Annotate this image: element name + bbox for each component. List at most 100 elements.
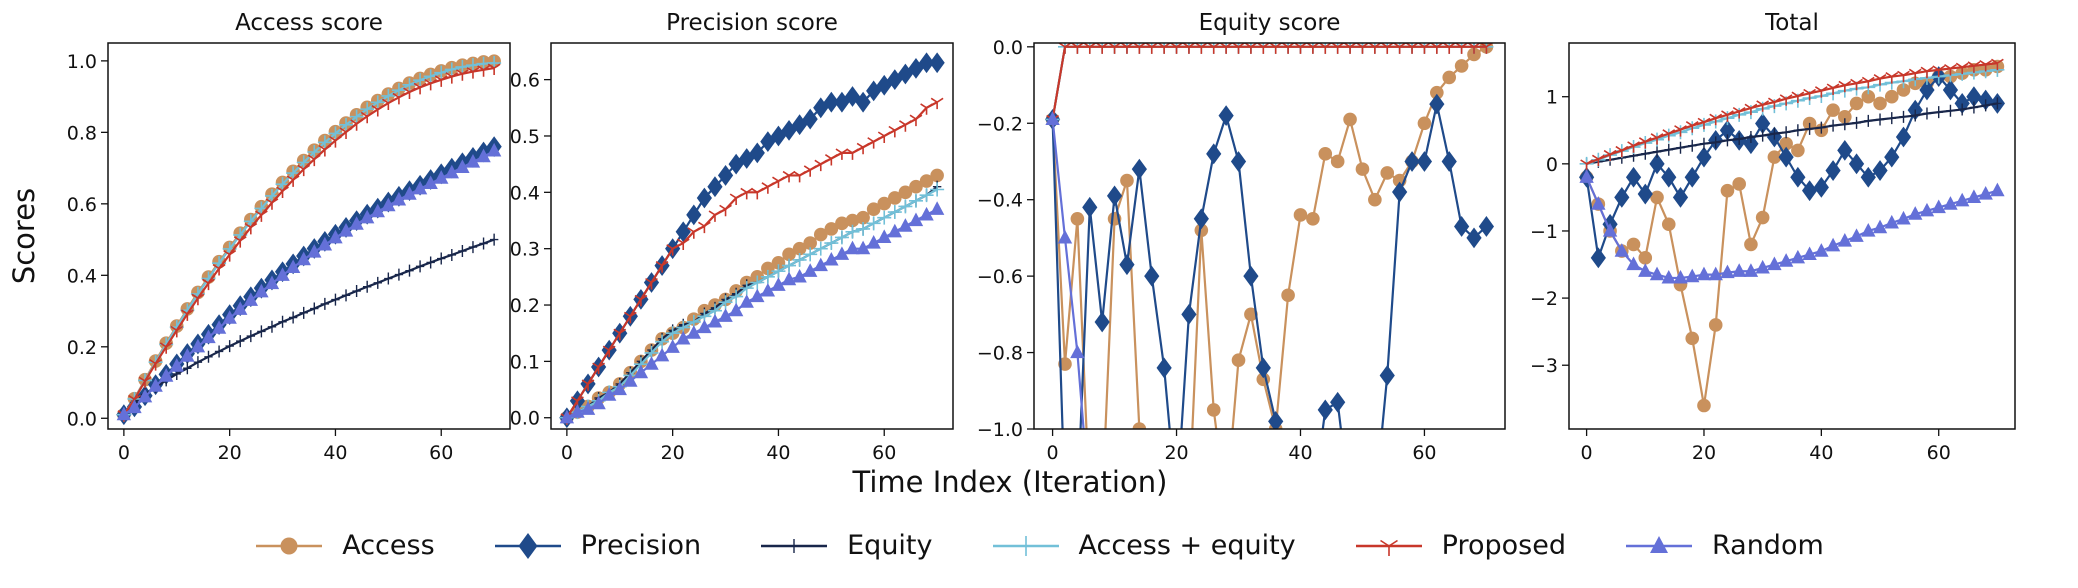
data-point [1231,353,1246,368]
data-point [391,83,406,98]
data-point [1466,227,1482,249]
data-point [919,206,934,221]
data-point [1293,495,1308,516]
data-point [170,325,184,338]
y-tick-label: −3 [1530,355,1558,377]
data-point [1966,86,1982,108]
axes-frame [1568,42,2016,430]
data-point [307,154,321,167]
series-line [1051,45,1487,120]
data-point [824,153,838,166]
data-point [602,345,616,358]
data-point [223,250,237,262]
data-point [908,193,923,208]
x-tick-label: 20 [1692,442,1716,464]
data-point [413,82,427,95]
data-point [1922,107,1932,120]
data-point [426,256,435,269]
data-point [434,65,449,80]
data-point [1392,181,1408,203]
data-point [1169,497,1183,511]
data-point [719,204,732,217]
data-point [1057,229,1073,244]
data-point [1991,58,2004,71]
data-point [581,379,595,391]
data-point [402,77,417,92]
x-tick-label: 0 [118,442,130,464]
data-point [1243,265,1259,287]
x-tick-label: 40 [766,442,790,464]
data-point [1256,497,1270,511]
data-point [286,175,300,187]
data-point [1614,243,1630,257]
tri-down-marker-icon [1355,539,1422,556]
data-point [1770,127,1779,140]
data-point [898,218,913,232]
data-point [613,328,627,341]
data-point [739,148,755,169]
data-point [708,210,722,222]
data-point [1919,202,1935,217]
legend-item-precision: Precision [493,530,701,561]
data-point [655,334,670,349]
data-point [580,401,596,415]
data-point [1404,151,1420,172]
series-random [116,142,502,421]
data-point [782,258,797,273]
data-point [1454,497,1468,511]
data-point [137,388,153,403]
data-point [781,271,797,286]
data-point [877,229,892,244]
data-point [1095,499,1109,513]
data-point [1954,192,1970,207]
data-point [633,364,649,379]
data-point [477,65,490,77]
data-point [1872,160,1888,181]
data-point [1861,76,1875,89]
circle-marker-icon [256,537,323,554]
data-point [350,119,363,131]
plus-marker-icon [992,535,1059,556]
data-point [634,294,648,307]
data-point [867,137,881,149]
data-point [276,186,289,198]
data-point [1942,79,1959,101]
thin-star-marker-icon [761,538,828,553]
data-point [899,120,912,132]
data-point [909,179,923,194]
data-point [1696,266,1712,281]
data-point [1244,307,1258,322]
legend-item-random: Random [1624,530,1824,561]
data-point [1778,253,1794,267]
data-point [1723,134,1732,147]
x-tick-label: 40 [1809,442,1833,464]
data-point [813,241,828,256]
x-tick-label: 0 [1047,442,1059,464]
data-point [180,309,194,321]
data-point [1709,113,1723,126]
data-point [434,170,449,184]
data-point [1884,89,1899,104]
data-point [1430,85,1444,100]
data-point [834,230,849,245]
data-point [339,127,353,139]
data-point [697,319,712,334]
data-point [1120,497,1134,511]
data-point [824,251,839,266]
data-point [856,142,870,155]
data-point [1685,268,1700,283]
data-point [1731,263,1747,277]
data-point [1732,177,1746,191]
data-point [1293,497,1307,511]
series-line [565,101,938,419]
data-point [1194,223,1209,238]
data-point [675,221,691,243]
data-point [1318,147,1333,161]
data-point [1145,497,1159,511]
data-point [1367,495,1382,516]
data-point [898,185,913,200]
series-equity [1582,97,2002,170]
data-point [1157,497,1171,511]
data-point [1430,497,1444,511]
y-tick-label: −1.0 [977,419,1023,441]
